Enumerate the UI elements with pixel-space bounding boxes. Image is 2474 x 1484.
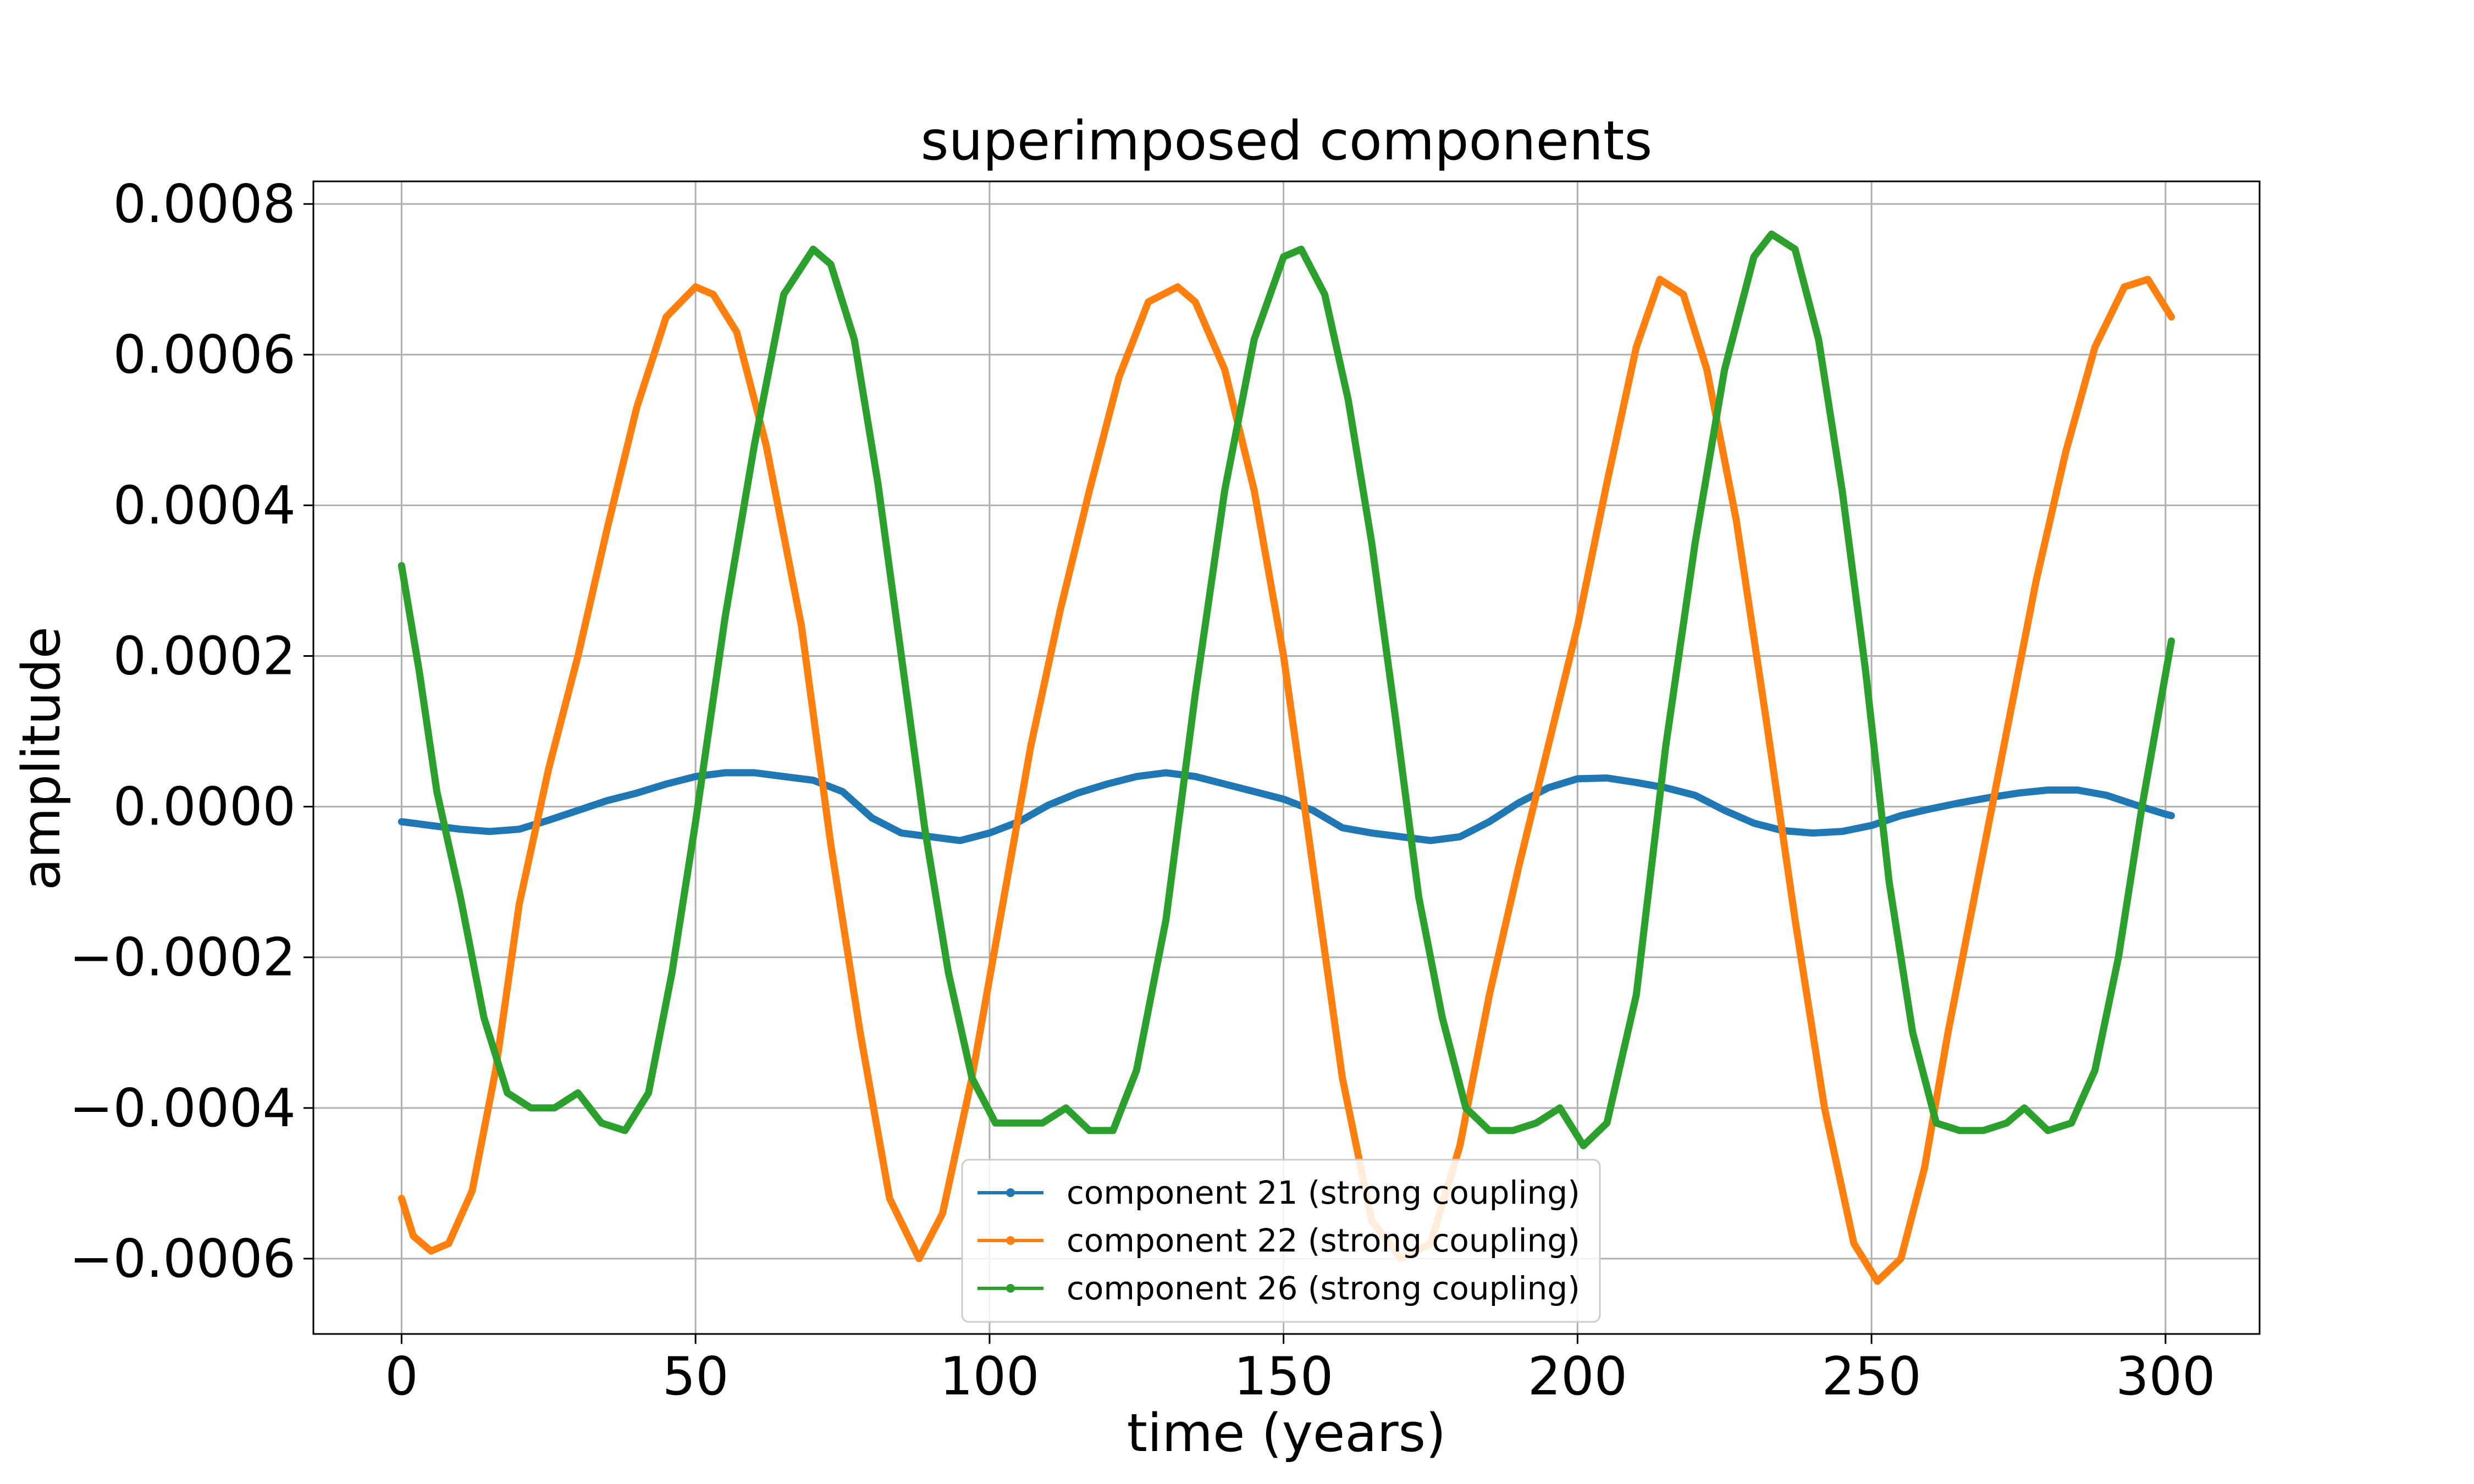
x-tick-label: 0 (385, 1347, 418, 1407)
legend-marker-1 (1006, 1188, 1015, 1197)
x-tick-label: 50 (662, 1347, 729, 1407)
x-tick-label: 100 (940, 1347, 1039, 1407)
axis-ticks: 0 50 100 150 200 250 300 −0.0006 −0.0004 −0.0002 0… (69, 174, 2216, 1407)
y-tick-label: 0.0002 (113, 626, 296, 686)
legend-box (961, 1159, 1601, 1323)
series-line-3 (397, 230, 2175, 1149)
legend-label-3: component 26 (strong coupling) (1067, 1270, 1580, 1307)
legend: component 21 (strong coupling) component … (961, 1159, 1601, 1323)
y-tick-label: 0.0008 (113, 174, 296, 235)
y-tick-label: 0.0006 (113, 325, 296, 385)
y-tick-label: −0.0006 (69, 1229, 296, 1289)
y-tick-label: 0.0000 (113, 777, 296, 838)
axes-frame (312, 180, 2261, 1335)
x-axis-label: time (years) (1127, 1403, 1446, 1464)
chart-title: superimposed components (921, 110, 1653, 173)
x-tick-label: 200 (1528, 1347, 1627, 1407)
legend-marker-2 (1006, 1236, 1015, 1245)
legend-label-2: component 22 (strong coupling) (1067, 1222, 1580, 1259)
y-tick-label: −0.0004 (69, 1078, 296, 1139)
x-tick-label: 150 (1234, 1347, 1333, 1407)
legend-label-1: component 21 (strong coupling) (1067, 1174, 1580, 1211)
series-line-2 (397, 275, 2175, 1285)
legend-marker-3 (1006, 1284, 1015, 1293)
x-tick-label: 300 (2116, 1347, 2215, 1407)
y-axis-label: amplitude (12, 627, 72, 890)
plot-area (397, 230, 2175, 1285)
y-tick-label: 0.0004 (113, 475, 296, 536)
y-tick-label: −0.0002 (69, 928, 296, 988)
x-tick-label: 250 (1821, 1347, 1921, 1407)
